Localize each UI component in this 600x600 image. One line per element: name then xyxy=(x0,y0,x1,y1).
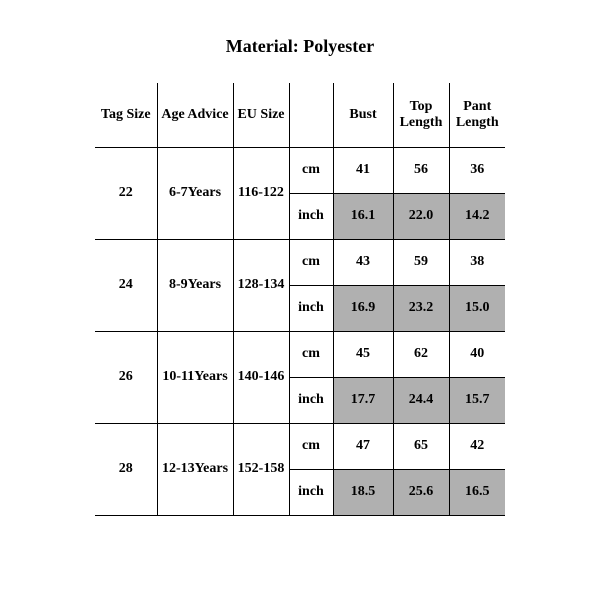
size-table: Tag Size Age Advice EU Size Bust Top Len… xyxy=(95,83,505,516)
cell-age: 8-9Years xyxy=(157,239,233,331)
cell-pant: 16.5 xyxy=(449,469,505,515)
cell-pant: 36 xyxy=(449,147,505,193)
table-row: 24 8-9Years 128-134 cm 43 59 38 xyxy=(95,239,505,285)
table-row: 28 12-13Years 152-158 cm 47 65 42 xyxy=(95,423,505,469)
cell-top: 25.6 xyxy=(393,469,449,515)
cell-eu: 140-146 xyxy=(233,331,289,423)
cell-age: 10-11Years xyxy=(157,331,233,423)
col-header-top: Top Length xyxy=(393,83,449,147)
cell-pant: 40 xyxy=(449,331,505,377)
cell-pant: 14.2 xyxy=(449,193,505,239)
cell-bust: 47 xyxy=(333,423,393,469)
cell-bust: 18.5 xyxy=(333,469,393,515)
cell-tag: 24 xyxy=(95,239,157,331)
cell-pant: 42 xyxy=(449,423,505,469)
cell-top: 62 xyxy=(393,331,449,377)
table-row: 22 6-7Years 116-122 cm 41 56 36 xyxy=(95,147,505,193)
col-header-tag: Tag Size xyxy=(95,83,157,147)
cell-top: 23.2 xyxy=(393,285,449,331)
cell-pant: 15.0 xyxy=(449,285,505,331)
cell-top: 65 xyxy=(393,423,449,469)
cell-eu: 152-158 xyxy=(233,423,289,515)
cell-unit: cm xyxy=(289,147,333,193)
cell-age: 12-13Years xyxy=(157,423,233,515)
cell-unit: cm xyxy=(289,239,333,285)
col-header-unit xyxy=(289,83,333,147)
table-header-row: Tag Size Age Advice EU Size Bust Top Len… xyxy=(95,83,505,147)
cell-top: 22.0 xyxy=(393,193,449,239)
cell-unit: inch xyxy=(289,377,333,423)
cell-unit: cm xyxy=(289,423,333,469)
cell-pant: 38 xyxy=(449,239,505,285)
cell-unit: cm xyxy=(289,331,333,377)
col-header-age: Age Advice xyxy=(157,83,233,147)
size-chart-page: Material: Polyester Tag Size Age Advice … xyxy=(0,0,600,600)
col-header-bust: Bust xyxy=(333,83,393,147)
cell-top: 24.4 xyxy=(393,377,449,423)
cell-pant: 15.7 xyxy=(449,377,505,423)
col-header-pant: Pant Length xyxy=(449,83,505,147)
cell-bust: 41 xyxy=(333,147,393,193)
cell-bust: 43 xyxy=(333,239,393,285)
cell-bust: 45 xyxy=(333,331,393,377)
cell-tag: 22 xyxy=(95,147,157,239)
page-title: Material: Polyester xyxy=(0,36,600,57)
cell-age: 6-7Years xyxy=(157,147,233,239)
col-header-eu: EU Size xyxy=(233,83,289,147)
cell-unit: inch xyxy=(289,285,333,331)
cell-bust: 17.7 xyxy=(333,377,393,423)
cell-tag: 28 xyxy=(95,423,157,515)
cell-bust: 16.9 xyxy=(333,285,393,331)
cell-unit: inch xyxy=(289,193,333,239)
table-row: 26 10-11Years 140-146 cm 45 62 40 xyxy=(95,331,505,377)
cell-eu: 128-134 xyxy=(233,239,289,331)
cell-eu: 116-122 xyxy=(233,147,289,239)
cell-tag: 26 xyxy=(95,331,157,423)
cell-top: 56 xyxy=(393,147,449,193)
cell-bust: 16.1 xyxy=(333,193,393,239)
cell-unit: inch xyxy=(289,469,333,515)
cell-top: 59 xyxy=(393,239,449,285)
